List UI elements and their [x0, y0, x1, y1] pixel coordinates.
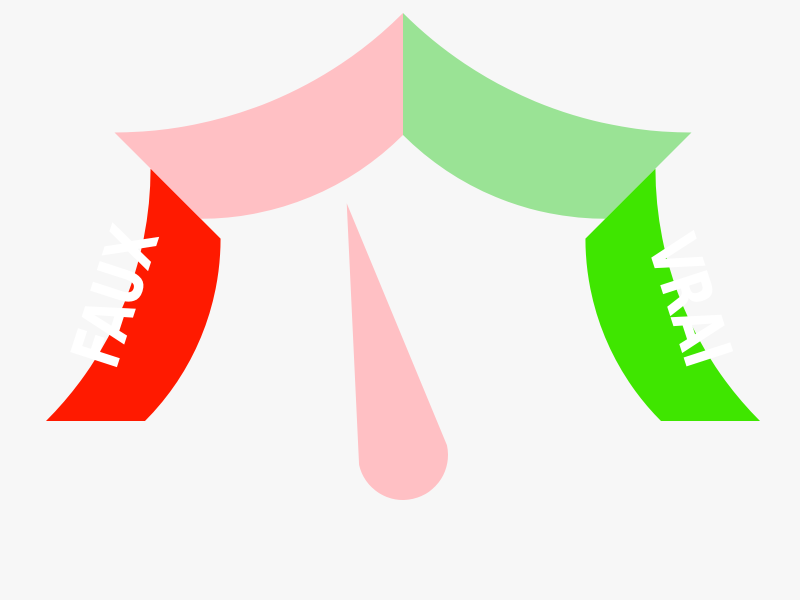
gauge-needle-pointer [346, 203, 448, 500]
gauge-segment-faux-weak [114, 13, 404, 219]
gauge-segment-faux-strong [46, 168, 221, 421]
gauge-segment-vrai-strong [585, 168, 760, 421]
gauge-needle [346, 203, 448, 500]
gauge-segment-vrai-weak [403, 13, 692, 219]
